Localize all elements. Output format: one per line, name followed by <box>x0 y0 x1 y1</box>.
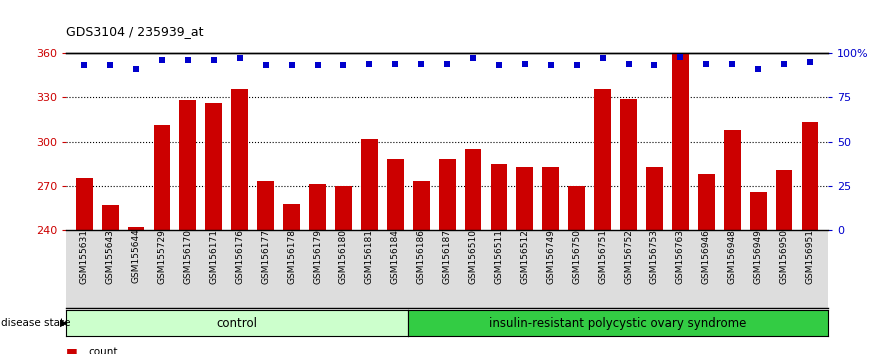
Point <box>259 63 273 68</box>
Point <box>362 61 376 67</box>
Text: control: control <box>217 316 257 330</box>
Bar <box>387 159 403 230</box>
Point <box>700 61 714 67</box>
Text: disease state: disease state <box>1 318 70 328</box>
Point <box>389 61 403 67</box>
Bar <box>335 186 352 230</box>
Point <box>310 63 324 68</box>
Point <box>285 63 299 68</box>
Bar <box>775 170 793 230</box>
Bar <box>543 167 559 230</box>
Text: ▶: ▶ <box>60 318 68 328</box>
Point <box>803 59 817 65</box>
Bar <box>153 125 170 230</box>
Bar <box>205 103 222 230</box>
Bar <box>439 159 455 230</box>
Point <box>518 61 532 67</box>
Bar <box>491 164 507 230</box>
Text: ■: ■ <box>66 346 78 354</box>
Point <box>777 61 791 67</box>
Point <box>621 61 635 67</box>
Point <box>466 56 480 61</box>
Point <box>414 61 428 67</box>
Bar <box>464 149 481 230</box>
Point <box>596 56 610 61</box>
Bar <box>568 186 585 230</box>
Point <box>492 63 506 68</box>
Point <box>129 66 143 72</box>
Point <box>233 56 247 61</box>
Bar <box>646 167 663 230</box>
Bar <box>76 178 93 230</box>
Point <box>725 61 739 67</box>
Point <box>570 63 584 68</box>
Bar <box>724 130 741 230</box>
Point <box>648 63 662 68</box>
Bar <box>413 181 430 230</box>
Bar <box>283 204 300 230</box>
Bar <box>309 184 326 230</box>
Bar <box>750 192 766 230</box>
Text: count: count <box>88 347 117 354</box>
Point <box>207 57 221 63</box>
Point <box>103 63 117 68</box>
Text: insulin-resistant polycystic ovary syndrome: insulin-resistant polycystic ovary syndr… <box>489 316 746 330</box>
Bar <box>672 53 689 230</box>
Text: GDS3104 / 235939_at: GDS3104 / 235939_at <box>66 25 204 38</box>
Point <box>544 63 558 68</box>
Bar <box>594 88 611 230</box>
Bar <box>698 174 714 230</box>
Point <box>78 63 92 68</box>
Point <box>440 61 454 67</box>
Bar <box>802 122 818 230</box>
Bar <box>620 99 637 230</box>
Point <box>181 57 195 63</box>
Point <box>337 63 351 68</box>
Bar <box>232 88 248 230</box>
Point <box>155 57 169 63</box>
Bar <box>101 205 119 230</box>
Bar <box>180 100 196 230</box>
Point <box>673 54 687 59</box>
Bar <box>128 227 144 230</box>
Point <box>751 66 766 72</box>
Bar <box>257 181 274 230</box>
Bar <box>516 167 533 230</box>
Bar <box>361 139 378 230</box>
